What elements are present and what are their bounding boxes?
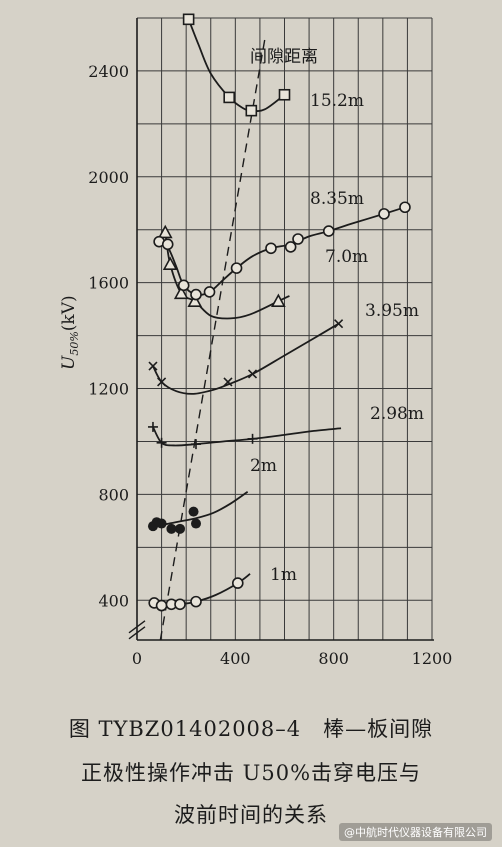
data-point-plus <box>191 439 201 450</box>
x-tick-label: 400 <box>220 649 251 668</box>
axes <box>128 18 434 641</box>
chart: 15.2m 8.35m 7.0m 3.95m 2.98m 2m 1m 400 800 1200 1… <box>59 13 452 668</box>
data-point-cross <box>334 319 344 329</box>
dashed-trend-line <box>159 39 266 641</box>
axis-break-mark <box>128 620 146 634</box>
data-point-filled-circle <box>188 506 199 517</box>
series-curve <box>187 18 286 112</box>
data-point-circle <box>399 201 411 214</box>
dashed-trend-line <box>159 39 266 641</box>
data-point-cross <box>148 361 158 371</box>
y-axis-label: U50%(kV) <box>59 295 81 370</box>
cross-stroke <box>148 361 158 371</box>
y-tick-label: 1600 <box>88 274 129 293</box>
caption-line-3: 波前时间的关系 <box>174 803 328 827</box>
watermark: @中航时代仪器设备有限公司 <box>339 823 492 841</box>
data-point-circle <box>284 241 297 253</box>
data-point-circle <box>177 279 190 292</box>
cross-stroke <box>157 377 167 387</box>
series-label: 3.95m <box>365 301 419 321</box>
data-point-cross <box>157 377 167 387</box>
data-point-cross <box>223 377 233 387</box>
legend-title: 间隙距离 <box>250 47 318 67</box>
y-tick-label: 1200 <box>88 380 129 399</box>
grid <box>137 17 433 640</box>
axis-break-mark <box>128 626 146 640</box>
cross-stroke <box>247 369 258 379</box>
series-curve <box>158 206 406 296</box>
data-point-filled-circle <box>191 518 201 529</box>
tick-labels: 400 800 1200 1600 2000 2400 0 400 800 1200 <box>88 62 452 668</box>
caption-line-2: 正极性操作冲击 U50%击穿电压与 <box>80 761 422 785</box>
data-point-triangle <box>173 285 189 300</box>
data-point-circle <box>378 208 390 220</box>
y-tick-label: 2000 <box>88 168 129 187</box>
series-labels: 15.2m 8.35m 7.0m 3.95m 2.98m 2m 1m <box>250 91 424 585</box>
data-point-triangle <box>271 293 286 308</box>
data-point-square <box>245 104 258 117</box>
series-label: 1m <box>270 565 297 585</box>
data-point-cross <box>247 369 258 379</box>
data-point-plus <box>247 433 258 444</box>
data-point-triangle <box>157 224 173 239</box>
data-point-square <box>278 88 291 101</box>
data-point-filled-circle <box>166 523 177 534</box>
series-label: 8.35m <box>310 189 364 209</box>
data-point-circle <box>190 595 202 608</box>
y-tick-label: 800 <box>98 485 129 504</box>
series-curve <box>164 232 290 320</box>
data-point-plus <box>147 421 158 432</box>
series-label: 15.2m <box>310 91 364 111</box>
data-point-circle <box>292 233 304 245</box>
x-tick-label: 800 <box>318 649 349 668</box>
data-point-triangle <box>187 293 203 308</box>
data-point-filled-circle <box>175 523 186 534</box>
series-curve <box>152 426 342 447</box>
series-markers <box>147 13 411 612</box>
data-point-circle <box>265 242 277 255</box>
data-point-circle <box>161 238 174 251</box>
series-label: 2m <box>250 456 277 476</box>
caption-line-1: 图 TYBZ01402008–4 棒—板间隙 <box>68 717 434 741</box>
data-point-circle <box>231 577 244 589</box>
data-point-circle <box>190 288 202 301</box>
cross-stroke <box>334 319 344 329</box>
data-point-circle <box>155 599 168 612</box>
data-point-circle <box>322 225 335 237</box>
data-point-square <box>182 13 195 26</box>
y-tick-label: 2400 <box>88 62 129 81</box>
data-point-square <box>223 91 235 104</box>
series-curves <box>152 18 406 607</box>
data-point-circle <box>230 262 243 274</box>
x-tick-label: 1200 <box>412 649 453 668</box>
data-point-plus <box>156 437 167 448</box>
y-tick-label: 400 <box>98 591 129 610</box>
x-tick-label: 0 <box>132 649 142 668</box>
data-point-triangle <box>162 256 178 270</box>
data-point-filled-circle <box>156 518 167 529</box>
series-curve <box>152 322 340 395</box>
cross-stroke <box>223 377 233 387</box>
data-point-circle <box>203 286 216 298</box>
series-label: 2.98m <box>370 404 424 424</box>
series-label: 7.0m <box>325 247 368 267</box>
data-point-circle <box>174 598 186 611</box>
